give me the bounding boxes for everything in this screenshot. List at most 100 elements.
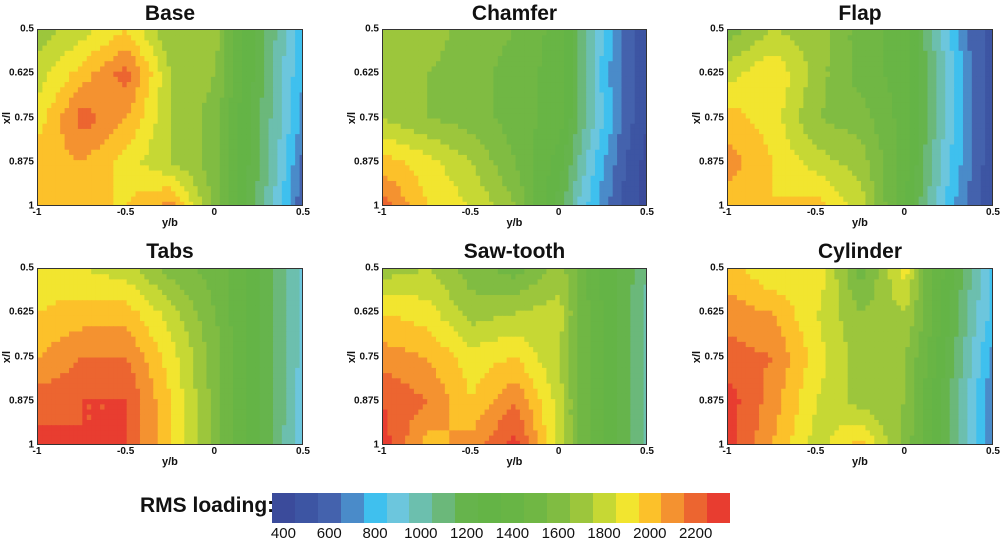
contour-cell <box>418 113 423 119</box>
contour-cell <box>644 145 647 151</box>
contour-cell <box>622 134 627 140</box>
contour-cell <box>60 30 65 36</box>
contour-cell <box>91 77 96 83</box>
contour-cell <box>803 56 808 62</box>
contour-cell <box>471 113 476 119</box>
contour-cell <box>963 77 968 83</box>
contour-cell <box>42 77 47 83</box>
contour-cell <box>127 181 132 187</box>
contour-cell <box>255 129 260 135</box>
contour-cell <box>171 129 176 135</box>
contour-cell <box>436 134 441 140</box>
contour-cell <box>454 92 459 98</box>
contour-cell <box>65 171 70 177</box>
contour-cell <box>476 191 481 197</box>
contour-cell <box>639 46 644 52</box>
contour-cell <box>502 61 507 67</box>
contour-cell <box>418 129 423 135</box>
contour-cell <box>109 186 114 192</box>
contour-cell <box>171 171 176 177</box>
contour-cell <box>728 66 733 72</box>
contour-cell <box>520 176 525 182</box>
contour-cell <box>507 176 512 182</box>
contour-cell <box>622 171 627 177</box>
contour-cell <box>808 77 813 83</box>
contour-cell <box>42 191 47 197</box>
contour-cell <box>905 77 910 83</box>
contour-cell <box>198 160 203 166</box>
contour-cell <box>976 98 981 104</box>
contour-cell <box>193 186 198 192</box>
y-tick-label: 0.875 <box>354 156 379 167</box>
contour-cell <box>560 108 565 114</box>
contour-cell <box>414 145 419 151</box>
contour-cell <box>233 40 238 46</box>
contour-cell <box>396 56 401 62</box>
contour-cell <box>635 72 640 78</box>
contour-cell <box>392 35 397 41</box>
contour-cell <box>542 124 547 130</box>
contour-cell <box>131 124 136 130</box>
contour-cell <box>817 87 822 93</box>
contour-cell <box>923 98 928 104</box>
contour-cell <box>109 87 114 93</box>
contour-cell <box>269 150 274 156</box>
contour-cell <box>595 176 600 182</box>
contour-cell <box>423 113 428 119</box>
contour-cell <box>202 191 207 197</box>
contour-cell <box>463 191 468 197</box>
contour-cell <box>198 108 203 114</box>
contour-cell <box>65 202 70 206</box>
contour-cell <box>617 77 622 83</box>
contour-cell <box>233 51 238 57</box>
contour-cell <box>914 66 919 72</box>
contour-cell <box>215 202 220 206</box>
contour-cell <box>613 160 618 166</box>
contour-cell <box>768 87 773 93</box>
contour-cell <box>564 77 569 83</box>
contour-cell <box>260 87 265 93</box>
contour-cell <box>198 103 203 109</box>
contour-cell <box>158 30 163 36</box>
contour-cell <box>82 108 87 114</box>
contour-cell <box>467 145 472 151</box>
contour-cell <box>551 46 556 52</box>
contour-cell <box>96 82 101 88</box>
contour-cell <box>555 181 560 187</box>
contour-cell <box>533 87 538 93</box>
contour-cell <box>772 103 777 109</box>
contour-cell <box>950 77 955 83</box>
contour-cell <box>586 155 591 161</box>
contour-cell <box>47 108 52 114</box>
contour-cell <box>387 87 392 93</box>
contour-cell <box>950 92 955 98</box>
contour-cell <box>418 87 423 93</box>
contour-cell <box>171 186 176 192</box>
contour-cell <box>542 77 547 83</box>
contour-cell <box>392 40 397 46</box>
contour-cell <box>826 72 831 78</box>
contour-cell <box>533 202 538 206</box>
contour-cell <box>498 103 503 109</box>
contour-cell <box>817 61 822 67</box>
contour-cell <box>546 113 551 119</box>
contour-cell <box>834 40 839 46</box>
contour-cell <box>617 66 622 72</box>
contour-cell <box>238 119 243 125</box>
contour-cell <box>569 61 574 67</box>
contour-cell <box>220 46 225 52</box>
contour-cell <box>502 165 507 171</box>
contour-cell <box>538 103 543 109</box>
contour-cell <box>73 40 78 46</box>
contour-cell <box>914 72 919 78</box>
contour-cell <box>454 46 459 52</box>
contour-cell <box>923 61 928 67</box>
contour-cell <box>78 191 83 197</box>
contour-cell <box>180 186 185 192</box>
contour-cell <box>551 87 556 93</box>
contour-cell <box>224 139 229 145</box>
contour-cell <box>941 72 946 78</box>
contour-cell <box>78 98 83 104</box>
contour-cell <box>242 139 247 145</box>
contour-cell <box>206 82 211 88</box>
